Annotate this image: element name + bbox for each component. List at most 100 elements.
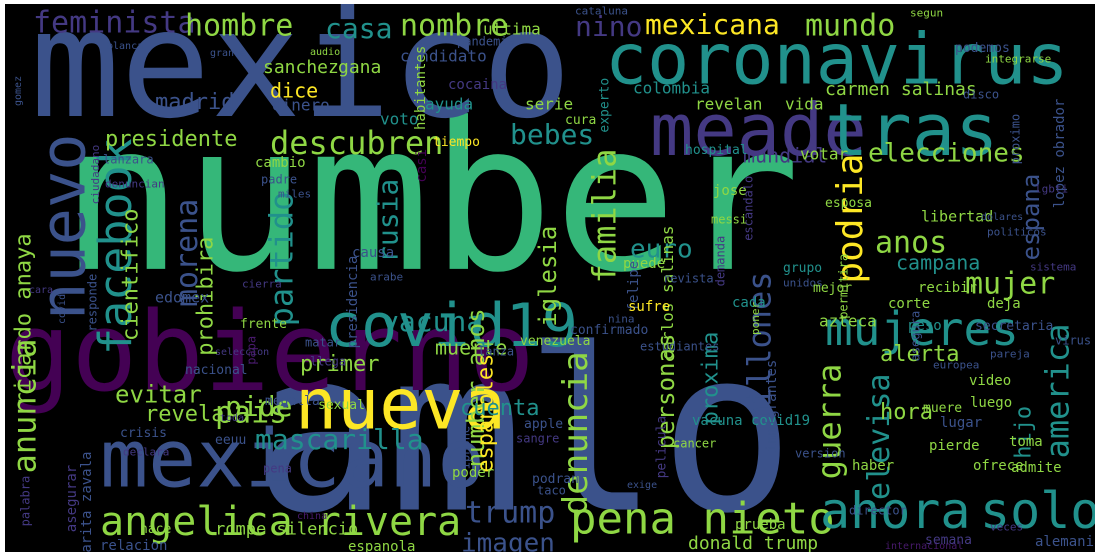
word-gomez: gomez — [13, 76, 24, 106]
word-inmigrantes: inmigrantes — [764, 360, 780, 453]
word-mundo: mundo — [805, 8, 895, 43]
word-mexico: mexico — [30, 4, 572, 152]
word-number-anos: number anos — [462, 308, 490, 467]
word-virus: virus — [1055, 333, 1091, 347]
word-nino: nino — [575, 10, 642, 43]
word-vida: vida — [785, 94, 824, 113]
word-elecciones: elecciones — [868, 138, 1025, 168]
word-recibir: recibir — [918, 280, 977, 296]
word-director: director — [849, 503, 907, 517]
word-estudiantes: estudiantes — [640, 339, 719, 353]
word-cara: cara — [29, 285, 53, 296]
word-permitira: permitira — [837, 254, 851, 319]
word-vacuna-covid19: vacuna covid19 — [692, 413, 810, 429]
word-prohibira: prohibira — [194, 237, 219, 356]
word-number: number — [60, 80, 801, 318]
word-ciudadano: ciudadano — [89, 145, 102, 205]
word-escandalo: escandalo — [742, 176, 756, 241]
word-grupo: grupo — [783, 261, 822, 276]
word-vacuna: vacuna — [382, 305, 483, 338]
word-mexicana: mexicana — [645, 8, 780, 41]
word-ahora: ahora — [820, 482, 971, 540]
word-nacional: nacional — [185, 363, 248, 378]
word-revela: revela — [145, 402, 224, 427]
word-solo: solo — [980, 482, 1095, 540]
word-segun: segun — [910, 7, 943, 20]
word-asegurar: asegurar — [64, 465, 80, 532]
word-poner: poner — [749, 302, 762, 335]
word-podran: podran — [532, 472, 579, 487]
word-carlos-salinas: carlos salinas — [658, 226, 677, 361]
word-pide: pide — [225, 390, 292, 423]
word-nuevo: nuevo — [27, 133, 100, 320]
word-madrid: madrid — [155, 90, 234, 115]
word-asegura: asegura — [909, 311, 923, 362]
word-margarita-zavala: margarita zavala — [79, 452, 95, 552]
word-feminista: feminista — [33, 5, 196, 40]
word-hora: hora — [880, 400, 933, 425]
word-sistema: sistema — [1030, 261, 1076, 274]
word-imagen: imagen — [461, 528, 555, 552]
word-hombre: hombre — [185, 8, 293, 43]
word-proximo: proximo — [1009, 114, 1023, 165]
word-presidente: presidente — [105, 127, 237, 152]
word-tras: tras — [825, 88, 998, 172]
word-partido: partido — [263, 192, 301, 327]
word-rusia: rusia — [371, 179, 404, 263]
word-nombre: nombre — [400, 8, 508, 43]
word-papa: papa — [245, 336, 259, 365]
word-cambio: cambio — [255, 155, 306, 171]
word-lgbti: lgbti — [1035, 183, 1068, 196]
word-hijo: hijo — [1012, 406, 1037, 459]
word-deja: deja — [987, 296, 1021, 312]
word-denuncia: denuncia — [556, 351, 596, 515]
word-colombia: colombia — [633, 78, 710, 97]
word-edomex: edomex — [155, 289, 209, 307]
word-podemos: podemos — [955, 41, 1010, 56]
word-muerte: muerte — [435, 336, 507, 360]
word-puede: puede — [623, 256, 665, 272]
word-espanoles: espanoles — [474, 354, 499, 473]
word-taco: taco — [537, 483, 566, 497]
word-seleccion: seleccion — [215, 347, 269, 358]
word-evitar: evitar — [115, 381, 202, 409]
word-cuenta: cuenta — [460, 396, 539, 421]
word-revista: revista — [663, 271, 714, 285]
word-espanola: espanola — [348, 539, 415, 552]
word-miles: miles — [278, 188, 311, 201]
word-felipe: felipe — [626, 261, 642, 312]
word-guerra: guerra — [811, 364, 849, 480]
word-demanda: demanda — [714, 236, 728, 287]
word-nina: nina — [608, 313, 635, 326]
word-covid19: covid19 — [325, 291, 578, 361]
word-pareja: pareja — [990, 348, 1030, 361]
word-toda: toda — [220, 413, 244, 424]
word-lanza: lanza — [478, 344, 514, 358]
word-proxima: proxima — [699, 332, 724, 425]
word-jose: jose — [713, 183, 747, 199]
word-mujer: mujer — [965, 266, 1055, 301]
word-meade: meade — [650, 88, 867, 172]
word-sangre: sangre — [516, 431, 559, 445]
word-america: america — [1039, 324, 1077, 459]
word-pais: pais — [215, 395, 287, 430]
word-denuncian: denuncian — [105, 178, 165, 191]
word-espana: espana — [1017, 174, 1045, 261]
word-cancer: cancer — [673, 436, 716, 450]
word-poder: poder — [452, 465, 494, 481]
word-padre: padre — [261, 172, 297, 186]
word-revelan: revelan — [695, 94, 762, 113]
word-mascarilla: mascarilla — [255, 423, 424, 456]
word-ricardo-anaya: ricardo anaya — [12, 233, 37, 405]
word-gana: gana — [338, 57, 381, 78]
word-lugar: lugar — [940, 415, 982, 431]
word-venezuela: venezuela — [520, 334, 590, 349]
word-cientifico: cientifico — [119, 209, 144, 341]
word-luego: luego — [970, 395, 1012, 411]
word-unidos: unidos — [783, 277, 823, 290]
word-politicos: politicos — [987, 226, 1047, 239]
word-ayuda: ayuda — [425, 94, 473, 113]
word-lopez-obrador: lopez obrador — [1052, 99, 1068, 209]
word-relacion: relacion — [100, 538, 167, 552]
